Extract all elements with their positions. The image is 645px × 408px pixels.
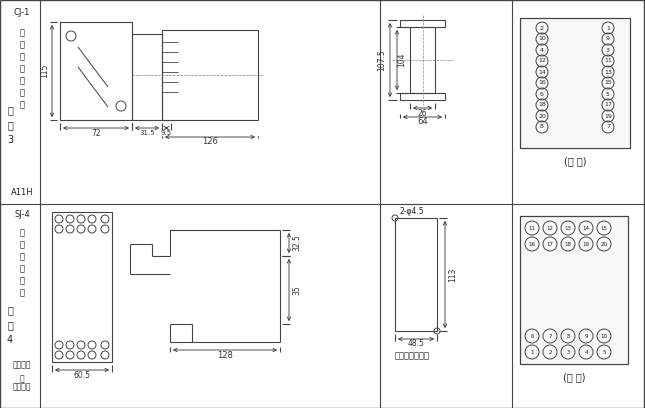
Text: 出: 出 (19, 240, 25, 249)
Text: 13: 13 (564, 226, 571, 231)
Text: 图: 图 (7, 320, 13, 330)
Text: A11H: A11H (11, 188, 34, 197)
Text: 18: 18 (564, 242, 571, 246)
Text: 3: 3 (7, 135, 13, 145)
Text: 17: 17 (604, 102, 612, 107)
Text: 6: 6 (530, 333, 534, 339)
Bar (132, 34, 162, 120)
Text: 26: 26 (418, 109, 427, 118)
Text: 板: 板 (19, 64, 25, 73)
Text: 后: 后 (19, 76, 25, 85)
Text: 4: 4 (540, 47, 544, 53)
Bar (400, 20, 445, 27)
Text: 3: 3 (606, 47, 610, 53)
Text: 19: 19 (604, 113, 612, 118)
Text: 8: 8 (566, 333, 570, 339)
Bar (400, 93, 445, 100)
Text: 107.5: 107.5 (377, 49, 386, 71)
Text: 10: 10 (538, 36, 546, 42)
Text: 18: 18 (538, 102, 546, 107)
Text: 螺钉安装开孔图: 螺钉安装开孔图 (395, 351, 430, 360)
Text: 15: 15 (604, 80, 612, 86)
Bar (520, 18, 630, 148)
Text: 2: 2 (548, 350, 551, 355)
Text: 凸: 凸 (19, 28, 25, 37)
Bar (395, 218, 437, 331)
Bar (60, 22, 132, 120)
Text: 128: 128 (217, 350, 233, 359)
Text: 14: 14 (582, 226, 590, 231)
Text: 6: 6 (540, 91, 544, 97)
Text: 19: 19 (582, 242, 590, 246)
Text: 13: 13 (604, 69, 612, 75)
Text: 或: 或 (20, 374, 25, 383)
Text: 线: 线 (19, 100, 25, 109)
Bar (410, 27, 435, 93)
Text: 4: 4 (7, 335, 13, 345)
Text: 11: 11 (604, 58, 612, 64)
Text: 3: 3 (566, 350, 570, 355)
Text: 126: 126 (202, 137, 218, 146)
Text: 9: 9 (606, 36, 610, 42)
Text: (正 视): (正 视) (562, 372, 585, 382)
Text: 10: 10 (600, 333, 608, 339)
Text: 线: 线 (19, 288, 25, 297)
Text: 8: 8 (540, 124, 544, 129)
Text: 35: 35 (292, 285, 301, 295)
Text: 凸: 凸 (19, 228, 25, 237)
Text: 5: 5 (606, 91, 610, 97)
Text: 4: 4 (584, 350, 588, 355)
Text: 接: 接 (19, 88, 25, 97)
Text: 图: 图 (7, 120, 13, 130)
Bar (520, 216, 628, 364)
Text: 17: 17 (546, 242, 553, 246)
Text: 16: 16 (528, 242, 535, 246)
Text: 螺钉安装: 螺钉安装 (13, 382, 31, 391)
Text: 72: 72 (91, 129, 101, 137)
Text: SJ-4: SJ-4 (14, 210, 30, 219)
Text: 7: 7 (606, 124, 610, 129)
Text: 出: 出 (19, 40, 25, 49)
Text: 20: 20 (538, 113, 546, 118)
Text: 60.5: 60.5 (74, 370, 90, 379)
Text: 104: 104 (397, 53, 406, 67)
Text: 7: 7 (548, 333, 551, 339)
Text: 2-φ4.5: 2-φ4.5 (399, 207, 424, 216)
Text: 16: 16 (538, 80, 546, 86)
Text: 14: 14 (538, 69, 546, 75)
Bar (52, 212, 112, 362)
Text: 附: 附 (7, 305, 13, 315)
Text: 5: 5 (602, 350, 606, 355)
Bar (162, 30, 258, 120)
Text: 32.5: 32.5 (292, 235, 301, 251)
Text: 2: 2 (540, 25, 544, 31)
Text: 式: 式 (19, 252, 25, 261)
Text: 64: 64 (417, 118, 428, 126)
Text: 48.5: 48.5 (408, 339, 424, 348)
Text: 1: 1 (530, 350, 534, 355)
Text: 12: 12 (546, 226, 553, 231)
Text: 9.5: 9.5 (161, 130, 172, 136)
Text: 9: 9 (584, 333, 588, 339)
Text: 卡轨安装: 卡轨安装 (13, 360, 31, 369)
Text: 式: 式 (19, 52, 25, 61)
Text: 20: 20 (600, 242, 608, 246)
Text: 附: 附 (7, 105, 13, 115)
Text: 113: 113 (448, 267, 457, 282)
Bar (520, 18, 630, 148)
Text: 1: 1 (606, 25, 610, 31)
Text: (背 视): (背 视) (564, 156, 586, 166)
Text: 11: 11 (528, 226, 535, 231)
Text: CJ-1: CJ-1 (14, 8, 30, 17)
Text: 31.5: 31.5 (139, 130, 155, 136)
Bar (520, 216, 628, 364)
Text: 15: 15 (600, 226, 608, 231)
Text: 接: 接 (19, 276, 25, 285)
Text: 115: 115 (41, 64, 50, 78)
Text: 前: 前 (19, 264, 25, 273)
Text: 12: 12 (538, 58, 546, 64)
